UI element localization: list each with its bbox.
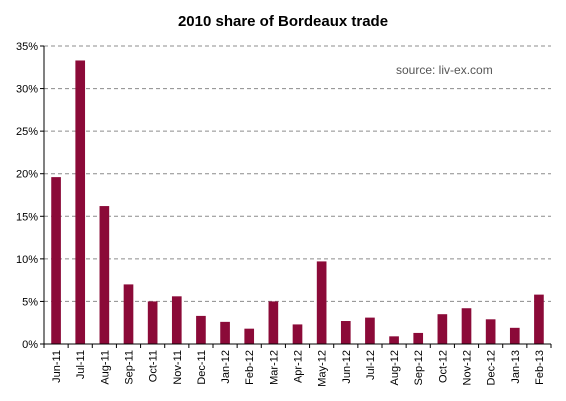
x-tick-label: Mar-12 [268,350,280,385]
x-tick-label: May-12 [317,350,329,387]
x-tick-label: Dec-12 [486,350,498,385]
x-tick-label: Sep-11 [124,350,136,385]
x-tick-label: Oct-11 [148,350,160,382]
x-axis: Jun-11 Jul-11 Aug-11 Sep-11 Oct-11 Nov-11 Dec-… [43,343,552,387]
y-axis: 0% 5% 10% 15% 20% 25% 30% 35% [16,41,45,351]
x-tick-label: Apr-12 [293,350,305,383]
x-tick-label: Jan-13 [510,350,522,384]
bar [437,314,448,344]
y-tick-label: 10% [16,254,38,266]
y-tick-label: 30% [16,84,38,96]
x-tick-label: Aug-11 [99,350,111,385]
bar [365,317,375,344]
bar [389,336,399,344]
x-tick-label: Nov-12 [462,350,474,385]
bar [123,284,134,344]
y-tick-label: 5% [22,296,38,308]
bar [292,324,303,344]
x-tick-label: Jul-11 [75,350,87,379]
bar [99,206,110,344]
bar [220,321,230,344]
bar [268,301,279,344]
x-tick-label: Jul-12 [365,350,377,380]
gridlines [44,45,551,302]
bars [51,60,544,345]
x-tick-label: Jun-12 [341,350,353,384]
x-tick-label: Feb-12 [244,350,256,385]
x-tick-label: Jun-11 [51,350,63,383]
y-tick-label: 15% [16,211,38,223]
y-tick-label: 35% [16,41,38,53]
y-tick-label: 25% [16,126,38,138]
bar [75,60,86,345]
x-tick-label: Oct-12 [437,350,449,383]
bar [244,328,255,344]
bar [196,315,206,344]
x-tick-label: Nov-11 [172,350,184,385]
bar [316,261,327,344]
bar [413,332,424,344]
bar [461,308,472,344]
source-annotation: source: liv-ex.com [396,63,493,77]
x-tick-label: Feb-13 [534,350,546,385]
bar [534,294,544,344]
x-tick-label: Aug-12 [389,350,401,385]
y-tick-label: 0% [22,339,38,351]
chart-title: 2010 share of Bordeaux trade [178,13,388,30]
bar [485,319,496,344]
bar [147,301,158,344]
x-tick-label: Dec-11 [196,350,208,385]
x-tick-label: Jan-12 [220,350,232,384]
bar [340,321,351,344]
bar [509,327,520,344]
bar [51,177,61,344]
y-tick-label: 20% [16,169,38,181]
bar [171,296,182,344]
x-tick-label: Sep-12 [413,350,425,385]
